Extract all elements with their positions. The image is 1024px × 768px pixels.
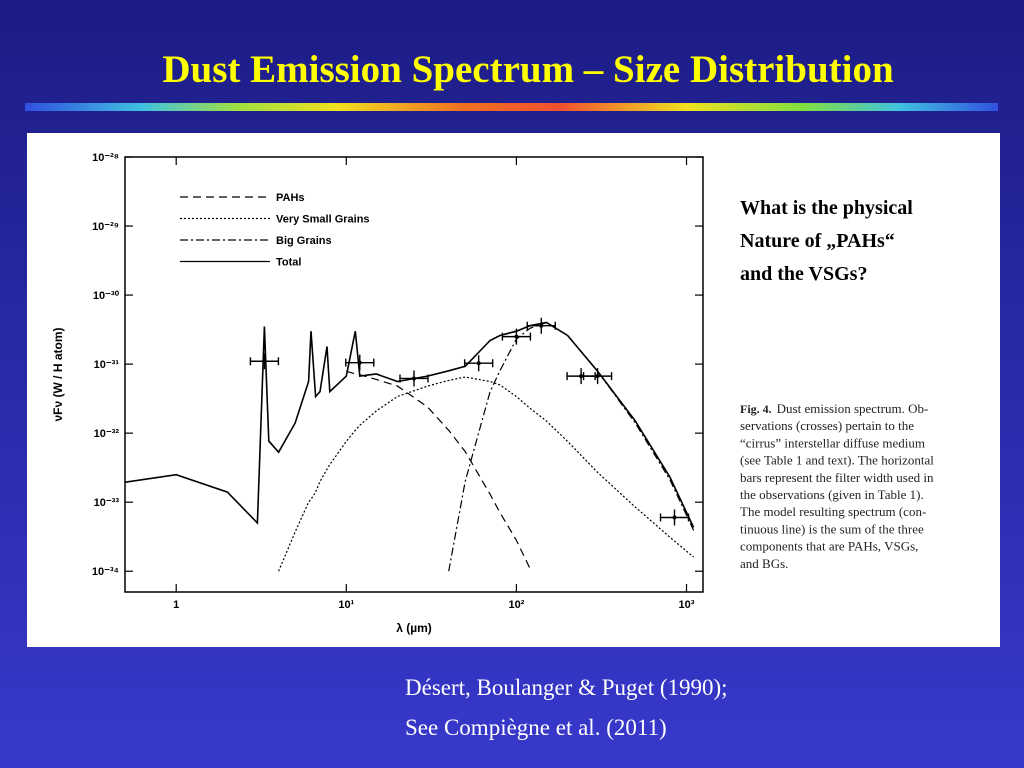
series-line bbox=[278, 376, 694, 572]
question-line: What is the physical bbox=[740, 197, 913, 219]
caption-line: “cirrus” interstellar diffuse medium bbox=[740, 435, 925, 450]
caption-line: and BGs. bbox=[740, 556, 788, 571]
legend-label: Very Small Grains bbox=[276, 214, 370, 226]
caption-text: bars represent the filter width used in bbox=[740, 470, 934, 485]
plot: 10⁻²⁸ 10⁻²⁹ 10⁻³⁰ 10⁻³¹ 10⁻³² 10⁻³³ 10⁻³⁴ 1 10¹ 1… bbox=[51, 152, 703, 635]
observation-dot bbox=[539, 323, 544, 328]
observation-dot bbox=[412, 376, 416, 381]
observation-dot bbox=[579, 374, 584, 379]
question: What is the physical Nature of „PAHs“ an… bbox=[740, 197, 918, 285]
title-rule bbox=[25, 103, 998, 111]
caption-text: “cirrus” interstellar diffuse medium bbox=[740, 435, 925, 450]
plot-frame bbox=[124, 156, 704, 593]
caption-text: (see Table 1 and text). The horizontal bbox=[740, 453, 934, 468]
legend-label: PAHs bbox=[276, 192, 305, 204]
x-tick-label: 10² bbox=[508, 599, 524, 611]
y-axis-label: νFν (W / H atom) bbox=[51, 327, 65, 421]
legend-label: Big Grains bbox=[276, 235, 332, 247]
citation-line: See Compiègne et al. (2011) bbox=[405, 715, 667, 740]
observation-dot bbox=[357, 360, 362, 365]
caption-line: components that are PAHs, VSGs, bbox=[740, 539, 918, 554]
caption-text: The model resulting spectrum (con- bbox=[740, 504, 926, 519]
caption-text: tinuous line) is the sum of the three bbox=[740, 521, 924, 536]
y-tick-label: 10⁻³⁰ bbox=[93, 290, 120, 302]
caption-line: servations (crosses) pertain to the bbox=[740, 418, 914, 433]
slide-title: Dust Emission Spectrum – Size Distributi… bbox=[162, 48, 894, 91]
x-tick-label: 10¹ bbox=[338, 599, 354, 611]
caption-line: bars represent the filter width used in bbox=[740, 470, 934, 485]
caption-label: Fig. 4. bbox=[740, 402, 772, 416]
y-tick-label: 10⁻³² bbox=[94, 428, 120, 440]
y-tick-label: 10⁻³⁴ bbox=[92, 566, 119, 578]
observation-dot bbox=[672, 515, 677, 520]
observation-dot bbox=[476, 361, 481, 366]
y-tick-label: 10⁻³³ bbox=[94, 497, 120, 509]
y-tick-label: 10⁻³¹ bbox=[94, 359, 120, 371]
caption-text: servations (crosses) pertain to the bbox=[740, 418, 914, 433]
caption-line: The model resulting spectrum (con- bbox=[740, 504, 926, 519]
citation-line: Désert, Boulanger & Puget (1990); bbox=[405, 675, 728, 700]
caption-line: Fig. 4. Dust emission spectrum. Ob- bbox=[740, 401, 928, 416]
question-line: and the VSGs? bbox=[740, 263, 867, 285]
series-line bbox=[124, 321, 695, 528]
x-tick-label: 10³ bbox=[679, 599, 695, 611]
observation-dot bbox=[514, 334, 519, 339]
y-tick-label: 10⁻²⁹ bbox=[92, 221, 119, 233]
legend-label: Total bbox=[276, 257, 301, 269]
caption-line: (see Table 1 and text). The horizontal bbox=[740, 453, 934, 468]
caption-text: Dust emission spectrum. Ob- bbox=[777, 401, 929, 416]
caption-text: components that are PAHs, VSGs, bbox=[740, 539, 918, 554]
y-tick-label: 10⁻²⁸ bbox=[92, 152, 119, 164]
x-axis-label: λ (µm) bbox=[396, 621, 432, 635]
citation: Désert, Boulanger & Puget (1990); See Co… bbox=[405, 675, 733, 740]
caption-line: the observations (given in Table 1). bbox=[740, 487, 924, 502]
caption-text: and BGs. bbox=[740, 556, 788, 571]
caption-line: tinuous line) is the sum of the three bbox=[740, 521, 924, 536]
observation-dot bbox=[262, 359, 267, 364]
x-tick-label: 1 bbox=[173, 599, 179, 611]
observation-dot bbox=[595, 374, 600, 379]
figure-caption: Fig. 4. Dust emission spectrum. Ob-servat… bbox=[740, 401, 934, 571]
question-line: Nature of „PAHs“ bbox=[740, 230, 895, 252]
caption-text: the observations (given in Table 1). bbox=[740, 487, 924, 502]
